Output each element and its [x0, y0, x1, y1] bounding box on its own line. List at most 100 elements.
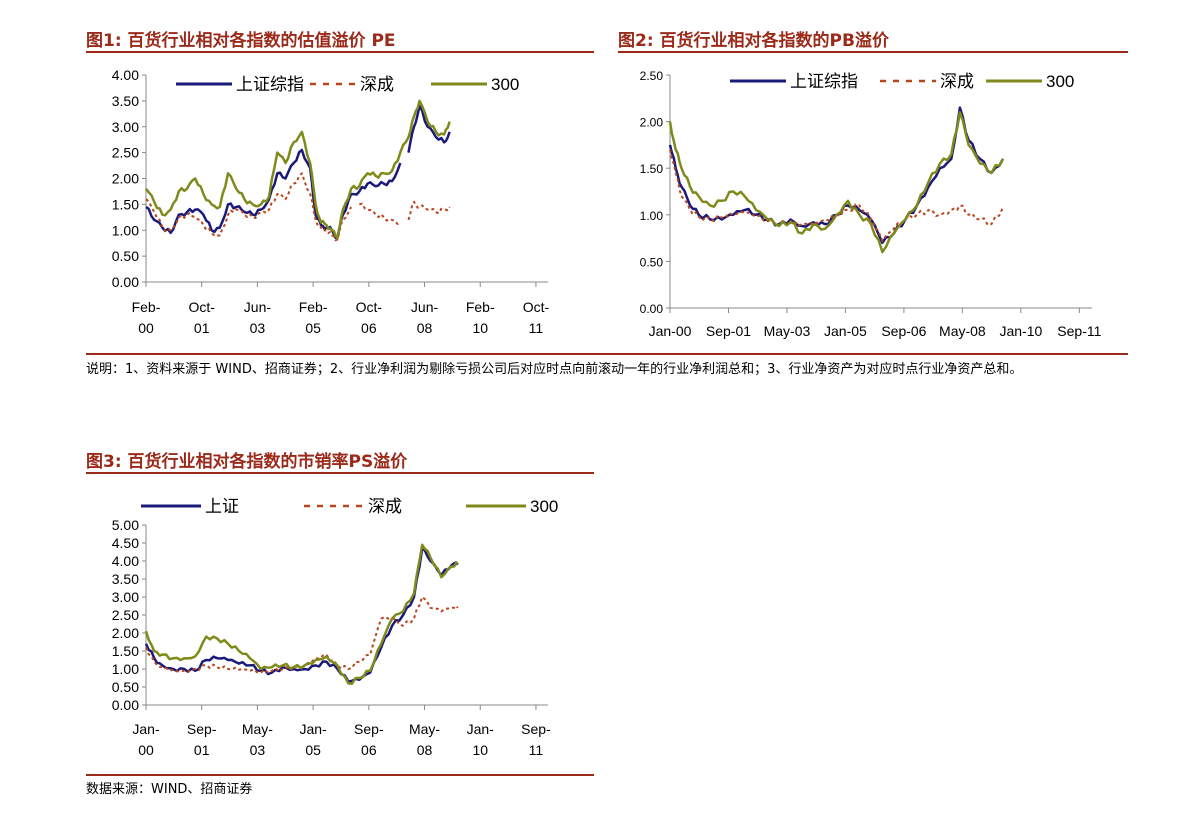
legend-label-2: 深成: [368, 497, 402, 516]
x-tick-label-year: 03: [250, 320, 266, 336]
x-tick-label-year: 05: [305, 320, 321, 336]
chart3-ps-premium: 0.00 0.50 1.00 1.50 2.00 2.50 3.00 3.50 4.00 4.50…: [112, 497, 559, 758]
x-tick-label: May-: [242, 721, 273, 737]
x-tick-label: Jun-: [244, 299, 272, 315]
y-tick-label: 0.50: [640, 255, 664, 269]
y-tick-label: 0.00: [640, 302, 664, 316]
y-tick-label: 2.00: [112, 625, 139, 641]
y-tick-label: 0.50: [112, 248, 139, 264]
y-tick-label: 5.00: [112, 517, 139, 533]
x-tick-label-year: 03: [250, 742, 266, 758]
x-tick-label-year: 00: [138, 320, 154, 336]
source-rule: [86, 774, 594, 776]
x-tick-label-year: 06: [361, 742, 377, 758]
x-tick-label-year: 00: [138, 742, 154, 758]
y-tick-label: 2.50: [112, 145, 139, 161]
chart2-pb-premium: 0.00 0.50 1.00 1.50 2.00 2.50 Jan-00 Sep-01 May-…: [640, 69, 1102, 339]
series-line-1: [144, 547, 459, 683]
y-tick-label: 1.50: [640, 162, 664, 176]
x-tick-label-year: 06: [361, 320, 377, 336]
y-tick-label: 2.50: [640, 69, 664, 83]
series-line-3: [668, 111, 1005, 254]
chart3-title: 图3: 百货行业相对各指数的市销率PS溢价: [86, 452, 408, 472]
legend-label-1: 上证: [205, 497, 239, 516]
x-tick-label: Jan-: [467, 721, 495, 737]
source-text: 数据来源：WIND、招商证券: [86, 782, 253, 797]
x-tick-label-year: 08: [417, 742, 433, 758]
x-tick-label: Oct-: [523, 299, 550, 315]
x-tick-label: Sep-: [354, 721, 384, 737]
x-tick-label: Jan-: [132, 721, 160, 737]
x-tick-label-year: 10: [472, 742, 488, 758]
notes-top-rule: [86, 353, 1128, 355]
y-tick-label: 1.00: [640, 209, 664, 223]
x-tick-label: Sep-11: [1057, 323, 1101, 339]
x-tick-label: Feb-: [132, 299, 161, 315]
chart1-pe-premium: 0.00 0.50 1.00 1.50 2.00 2.50 3.00 3.50 4.00 Feb-…: [112, 67, 550, 336]
y-tick-label: 3.50: [112, 571, 139, 587]
chart2-title-rule: [618, 51, 1128, 53]
notes-text: 说明：1、资料来源于 WIND、招商证券；2、行业净利润为剔除亏损公司后对应时点…: [86, 362, 1023, 377]
chart1-title: 图1: 百货行业相对各指数的估值溢价 PE: [86, 31, 396, 51]
y-tick-label: 1.50: [112, 196, 139, 212]
legend-label-2: 深成: [940, 72, 974, 91]
chart3-title-rule: [86, 472, 594, 474]
x-tick-label: Jan-00: [649, 323, 692, 339]
series-line-3: [144, 543, 458, 685]
x-tick-label: Jun-: [411, 299, 439, 315]
series-line-2: [407, 200, 451, 221]
x-tick-label: Jan-05: [824, 323, 867, 339]
x-tick-label: Oct-: [356, 299, 383, 315]
y-tick-label: 0.50: [112, 679, 139, 695]
x-tick-label-year: 08: [417, 320, 433, 336]
x-tick-label-year: 11: [529, 320, 544, 336]
x-tick-label: Feb-: [466, 299, 495, 315]
series-line-1: [668, 106, 1005, 245]
series-line-2: [669, 149, 1004, 242]
x-tick-label-year: 05: [305, 742, 321, 758]
y-tick-label: 4.00: [112, 67, 139, 83]
x-tick-label: Oct-: [188, 299, 215, 315]
y-tick-label: 3.00: [112, 589, 139, 605]
y-tick-label: 2.50: [112, 607, 139, 623]
legend-label-3: 300: [491, 75, 519, 94]
x-tick-label: May-: [409, 721, 440, 737]
x-tick-label-year: 10: [472, 320, 488, 336]
series-line-1: [145, 148, 402, 240]
x-tick-label: Sep-06: [881, 323, 926, 339]
series-line-2: [359, 202, 401, 225]
x-tick-label: May-03: [764, 323, 811, 339]
y-tick-label: 1.50: [112, 643, 139, 659]
legend-label-1: 上证综指: [790, 72, 858, 91]
x-tick-label-year: 11: [529, 742, 544, 758]
legend-label-3: 300: [530, 497, 558, 516]
y-tick-label: 3.00: [112, 119, 139, 135]
y-tick-label: 4.00: [112, 553, 139, 569]
series-line-2: [145, 596, 459, 674]
y-tick-label: 2.00: [112, 171, 139, 187]
legend-label-1: 上证综指: [236, 75, 304, 94]
y-tick-label: 4.50: [112, 535, 139, 551]
legend-label-2: 深成: [360, 75, 394, 94]
x-tick-label: Jan-10: [999, 323, 1042, 339]
series-line-3: [145, 99, 451, 240]
x-tick-label: May-08: [939, 323, 986, 339]
y-tick-label: 1.00: [112, 222, 139, 238]
x-tick-label: Feb-: [299, 299, 328, 315]
x-tick-label: Jan-: [299, 721, 327, 737]
chart2-title: 图2: 百货行业相对各指数的PB溢价: [618, 31, 889, 51]
x-tick-label-year: 01: [194, 320, 210, 336]
series-line-2: [145, 172, 352, 242]
x-tick-label: Sep-01: [706, 323, 751, 339]
y-tick-label: 2.00: [640, 116, 664, 130]
y-tick-label: 3.50: [112, 93, 139, 109]
y-tick-label: 1.00: [112, 661, 139, 677]
series-line-1: [407, 104, 451, 153]
y-tick-label: 0.00: [112, 697, 139, 713]
x-tick-label-year: 01: [194, 742, 210, 758]
x-tick-label: Sep-: [187, 721, 217, 737]
legend-label-3: 300: [1046, 72, 1074, 91]
x-tick-label: Sep-: [521, 721, 551, 737]
y-tick-label: 0.00: [112, 274, 139, 290]
chart1-title-rule: [86, 51, 594, 53]
